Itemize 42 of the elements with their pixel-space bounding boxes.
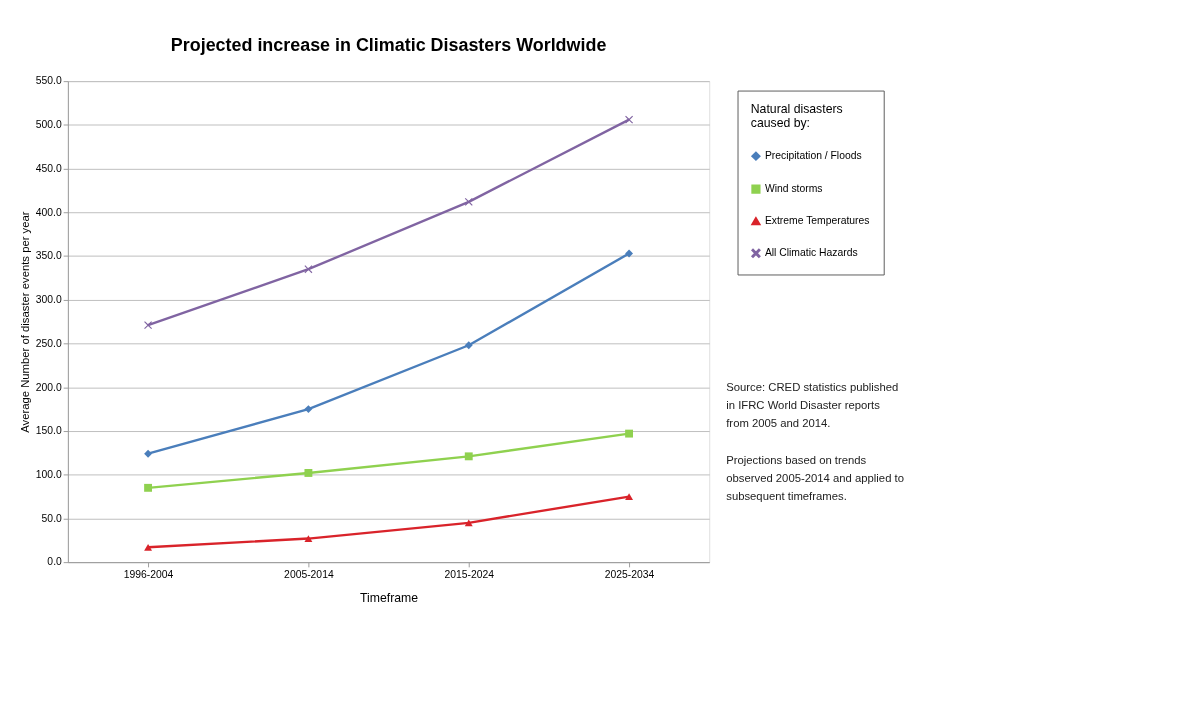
y-tick-label: 150.0 <box>35 425 62 437</box>
point <box>625 115 634 124</box>
y-tick-label: 100.0 <box>35 469 62 481</box>
text: Projections based on trends observed 2005-2014 and applied to subsequent timeframes. <box>726 454 904 502</box>
y-tick-label: 300.0 <box>35 294 62 306</box>
point <box>625 429 634 438</box>
point <box>464 452 473 461</box>
point <box>464 519 473 527</box>
point <box>144 483 153 492</box>
x-tick-label: 2005-2014 <box>284 568 334 580</box>
legend-label: Wind storms <box>764 182 823 194</box>
y-tick-label: 200.0 <box>35 381 62 393</box>
y-axis-title: Average Number of disaster events per year <box>19 211 32 433</box>
y-tick-label: 0.0 <box>47 556 63 568</box>
x-tick-label: 2025-2034 <box>604 568 655 580</box>
point <box>144 543 153 551</box>
source-note: Source: CRED statistics published in IFRC World Disaster reports from 2005 and 2014. <box>726 381 899 430</box>
point <box>144 449 153 458</box>
y-tick-label: 500.0 <box>35 119 62 131</box>
y-tick-label: 550.0 <box>35 75 62 87</box>
point <box>144 321 153 330</box>
point <box>625 249 634 258</box>
y-tick-label: 50.0 <box>41 512 63 524</box>
y-tick-label: 350.0 <box>35 250 62 262</box>
legend-label: All Climatic Hazards <box>764 247 858 259</box>
point <box>304 265 313 274</box>
y-tick-label: 450.0 <box>35 162 62 174</box>
point <box>304 535 313 542</box>
x-tick-label: 2015-2024 <box>444 568 495 580</box>
legend-label: Precipitation / Floods <box>764 149 862 161</box>
point <box>464 341 473 350</box>
legend-label: Extreme Temperatures <box>764 215 870 227</box>
legend-title: Natural disasters caused by: <box>750 102 843 131</box>
point <box>625 493 634 500</box>
chart-title: Projected increase in Climatic Disasters Worldwide <box>170 34 607 55</box>
x-axis-title: Timeframe <box>360 591 419 606</box>
point <box>304 469 313 477</box>
point <box>304 405 313 414</box>
y-tick-label: 400.0 <box>35 206 62 218</box>
y-tick-label: 250.0 <box>35 337 62 349</box>
point <box>464 197 473 206</box>
x-tick-label: 1996-2004 <box>123 568 174 580</box>
